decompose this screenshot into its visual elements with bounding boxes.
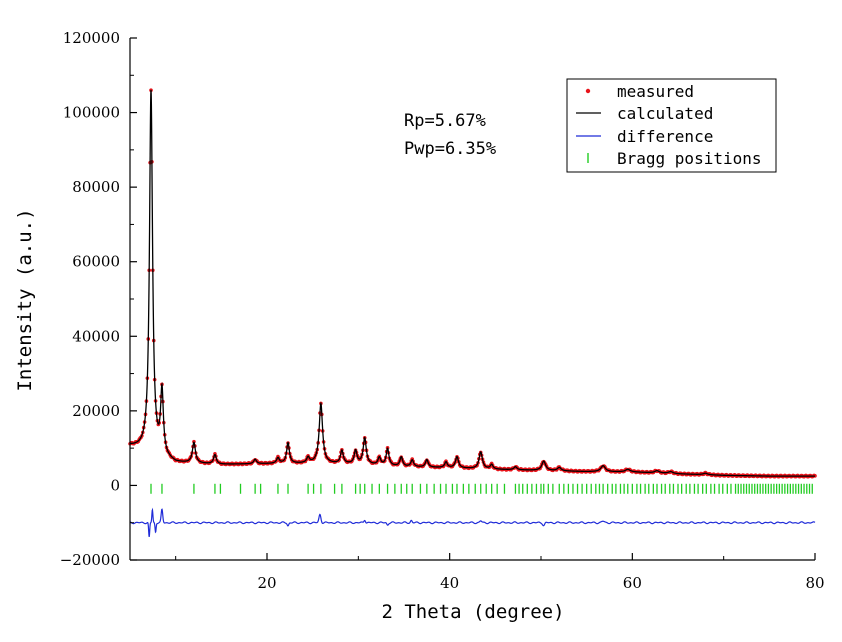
y-tick-label: 0 [110,476,120,494]
x-tick-label: 80 [805,574,824,592]
x-ticks: 20 40 60 80 [175,553,825,592]
legend-difference-label: difference [617,127,713,146]
rp-annotation: Rp=5.67% [404,111,486,131]
x-tick-label: 60 [623,574,642,592]
y-tick-label: −20000 [60,551,120,569]
legend-bragg-label: Bragg positions [617,149,762,168]
y-tick-label: 40000 [72,327,120,345]
y-tick-label: 20000 [72,402,120,420]
y-tick-label: 100000 [63,104,120,122]
y-tick-label: 60000 [72,253,120,271]
y-tick-label: 120000 [63,29,120,47]
legend-measured-marker [585,88,591,94]
y-axis-title: Intensity (a.u.) [14,208,36,391]
y-ticks: −20000 0 20000 40000 60000 80000 100000 120000 [60,29,137,569]
calculated-series-line [130,89,815,477]
legend-measured-label: measured [617,82,694,101]
x-tick-label: 20 [257,574,276,592]
legend-calculated-label: calculated [617,104,713,123]
x-axis-title: 2 Theta (degree) [381,601,564,623]
axes: 20 40 60 80 −20000 0 20000 40000 60000 80000 1000… [60,29,825,592]
bragg-ticks [150,483,813,494]
y-tick-label: 80000 [72,178,120,196]
plot-area [128,88,817,538]
legend-box [566,78,777,173]
legend: measured calculated difference Bragg pos… [566,78,777,173]
x-tick-label: 40 [440,574,459,592]
difference-series-line [129,507,816,538]
pwp-annotation: Pwp=6.35% [404,139,496,159]
